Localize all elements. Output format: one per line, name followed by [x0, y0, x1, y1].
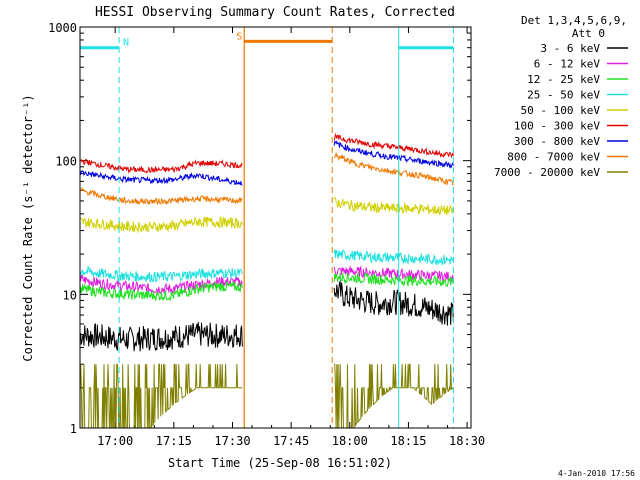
- chart-title: HESSI Observing Summary Count Rates, Cor…: [95, 5, 455, 20]
- legend-label: 300 - 800 keV: [514, 135, 600, 148]
- series-line: [333, 139, 454, 169]
- legend-label: 25 - 50 keV: [527, 89, 600, 102]
- flag-label: S: [236, 31, 242, 42]
- plot-frame: [79, 26, 472, 429]
- x-tick-label: 18:15: [390, 434, 426, 448]
- x-tick-label: 17:00: [97, 434, 133, 448]
- legend: Det 1,3,4,5,6,9, Att 0 3 - 6 keV 6 - 12 k…: [494, 14, 628, 179]
- y-axis-label: Corrected Count Rate (s⁻¹ detector⁻¹): [21, 94, 35, 361]
- series-line: [79, 281, 243, 302]
- flag-label: N: [123, 38, 129, 49]
- y-tick-label: 1000: [48, 21, 77, 35]
- x-tick-label: 17:15: [156, 434, 192, 448]
- x-axis-label: Start Time (25-Sep-08 16:51:02): [168, 456, 392, 470]
- series-line: [79, 158, 243, 174]
- series-line: [79, 216, 243, 234]
- legend-label: 3 - 6 keV: [540, 42, 600, 55]
- legend-label: 100 - 300 keV: [514, 120, 600, 133]
- series-line: [333, 249, 454, 266]
- legend-label: 50 - 100 keV: [521, 104, 601, 117]
- legend-header-line2: Att 0: [572, 27, 605, 40]
- x-tick-label: 18:00: [332, 434, 368, 448]
- footer-timestamp: 4-Jan-2010 17:56: [558, 469, 635, 478]
- series-line: [79, 186, 243, 206]
- plot-area: 17:00 17:15 17:30 17:45 18:00 18:15 18:30 1 10 10…: [48, 21, 485, 448]
- series-line: [79, 363, 243, 429]
- legend-label: 6 - 12 keV: [534, 58, 601, 71]
- series-line: [333, 151, 454, 186]
- series-line: [333, 279, 454, 326]
- series-line: [79, 322, 243, 352]
- series-line: [79, 170, 243, 186]
- series-line: [79, 265, 243, 283]
- y-tick-label: 100: [55, 155, 77, 169]
- legend-label: 800 - 7000 keV: [507, 151, 600, 164]
- series-line: [333, 132, 454, 159]
- y-tick-label: 10: [63, 288, 77, 302]
- x-tick-label: 17:30: [214, 434, 250, 448]
- y-tick-label: 1: [70, 422, 77, 436]
- x-tick-label: 18:30: [449, 434, 485, 448]
- series-line: [333, 196, 454, 216]
- x-tick-label: 17:45: [273, 434, 309, 448]
- series-line: [334, 363, 454, 429]
- series-line: [333, 265, 454, 283]
- legend-header-line1: Det 1,3,4,5,6,9,: [521, 14, 627, 27]
- legend-label: 7000 - 20000 keV: [494, 166, 600, 179]
- series-line: [333, 271, 454, 288]
- legend-label: 12 - 25 keV: [527, 73, 600, 86]
